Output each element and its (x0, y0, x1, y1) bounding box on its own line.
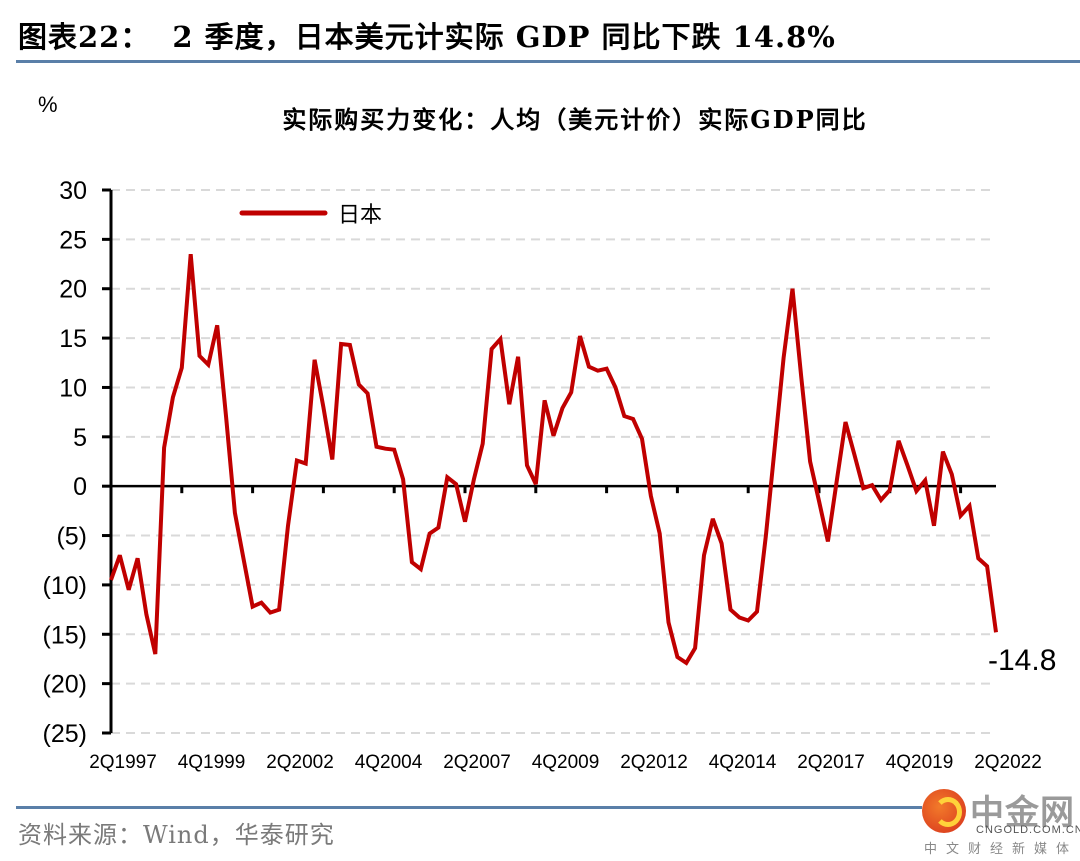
y-tick-label: 10 (59, 374, 87, 402)
legend: 日本 (239, 203, 382, 228)
y-tick-label: 0 (73, 473, 87, 501)
logo-mark-icon (922, 789, 966, 833)
legend-label-japan: 日本 (338, 203, 382, 228)
series-layer (109, 254, 998, 666)
gridlines (111, 189, 996, 734)
x-tick-label: 2Q2007 (443, 752, 511, 773)
y-tick-label: 5 (73, 424, 87, 452)
y-tick-label: 30 (59, 177, 87, 205)
y-tick-label: (20) (43, 671, 87, 699)
y-tick-label: (25) (43, 720, 87, 748)
y-tick-label: 15 (59, 325, 87, 353)
x-tick-label: 4Q2009 (532, 752, 600, 773)
cngold-logo: 中金网 CNGOLD.COM.CN 中文财经新媒体 (922, 783, 1080, 861)
x-tick-label: 4Q1999 (178, 752, 246, 773)
series-line-japan (109, 254, 998, 666)
logo-tagline: 中文财经新媒体 (924, 842, 1079, 857)
title-divider (16, 60, 1080, 63)
logo-domain: CNGOLD.COM.CN (976, 824, 1080, 836)
x-tick-label: 4Q2014 (709, 752, 777, 773)
x-axis: 2Q1997 4Q1999 2Q2002 4Q2004 2Q2007 4Q2009 2Q20… (89, 484, 1042, 773)
y-tick-label: (15) (43, 621, 87, 649)
figure-label: 图表22： (18, 20, 151, 54)
figure-title-text: 2 季度，日本美元计实际 GDP 同比下跌 14.8% (172, 20, 836, 54)
x-tick-label: 2Q2002 (266, 752, 334, 773)
line-chart: 30 25 20 15 10 5 0 (5) (10) (15) (20) (25) 2Q1997 4Q… (43, 177, 1057, 773)
x-tick-label: 4Q2004 (355, 752, 423, 773)
figure-title: 图表22： 2 季度，日本美元计实际 GDP 同比下跌 14.8% (18, 14, 836, 56)
y-axis: 30 25 20 15 10 5 0 (5) (10) (15) (20) (25) (43, 177, 113, 748)
x-tick-label: 4Q2019 (886, 752, 954, 773)
y-unit-label: % (38, 92, 58, 117)
y-tick-label: 25 (59, 226, 87, 254)
y-tick-label: 20 (59, 276, 87, 304)
chart-title: 实际购买力变化：人均（美元计价）实际GDP同比 (282, 105, 868, 134)
x-tick-label: 2Q2017 (797, 752, 865, 773)
logo-brand: 中金网 (970, 793, 1075, 833)
x-tick-label: 2Q1997 (89, 752, 157, 773)
y-tick-label: (10) (43, 572, 87, 600)
y-tick-label: (5) (56, 523, 87, 551)
last-value-annotation: -14.8 (988, 644, 1056, 677)
x-tick-label: 2Q2022 (974, 752, 1042, 773)
source-note: 资料来源：Wind，华泰研究 (18, 821, 335, 849)
x-tick-label: 2Q2012 (620, 752, 688, 773)
footer-divider (16, 806, 1080, 809)
